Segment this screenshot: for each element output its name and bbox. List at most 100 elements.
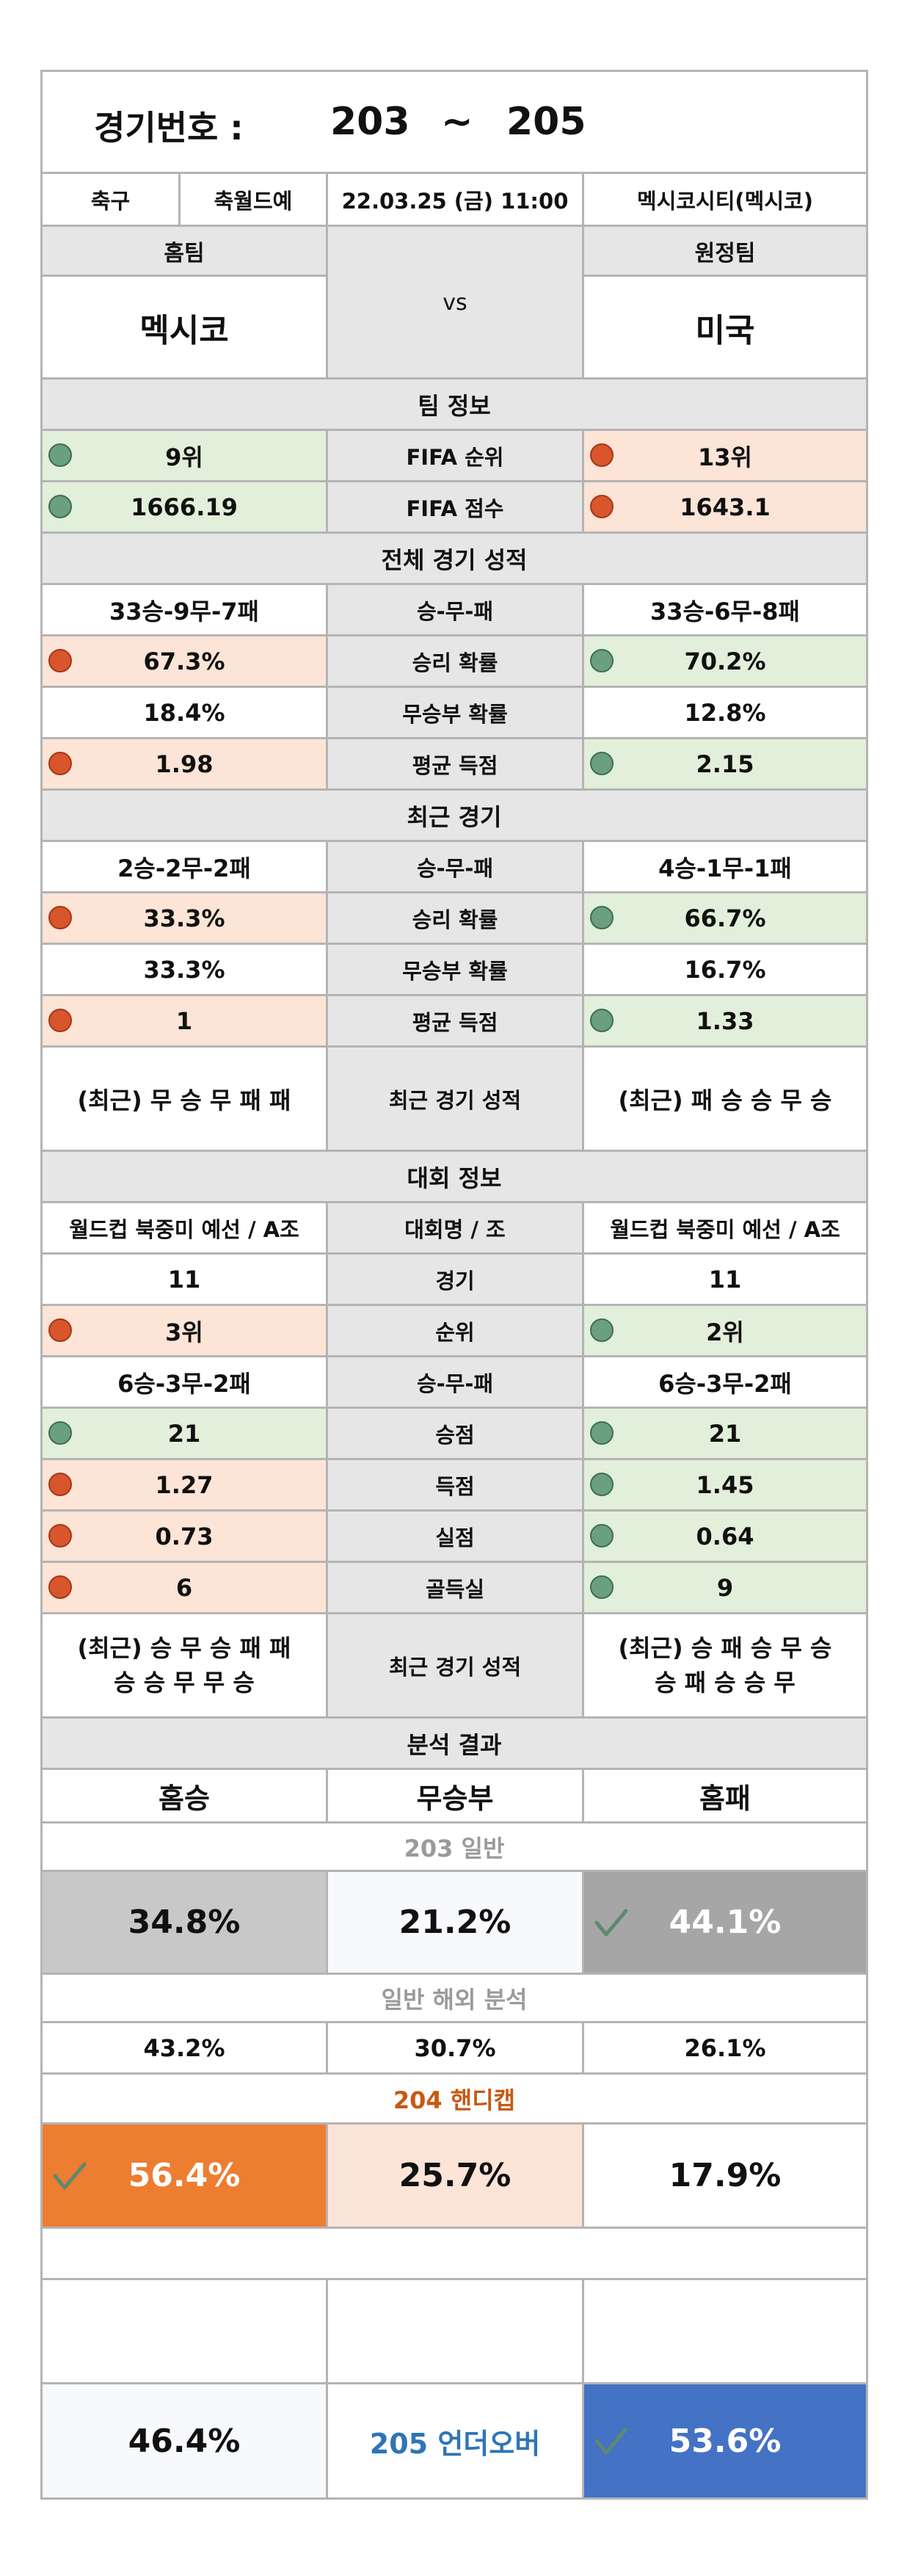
home-value: 11 [43, 1255, 328, 1304]
recent-draw-row: 33.3% 무승부 확률 16.7% [43, 945, 866, 996]
row-label: 득점 [328, 1460, 584, 1509]
away-value: 13위 [698, 443, 752, 471]
good-indicator-icon [48, 1421, 72, 1445]
away-team-name: 미국 [695, 311, 755, 349]
away-team-label: 원정팀 [584, 227, 866, 277]
row-label: 순위 [328, 1306, 584, 1355]
good-indicator-icon [590, 1318, 614, 1342]
good-indicator-icon [590, 1472, 614, 1496]
match-number-from: 203 [330, 100, 410, 144]
general-row: 34.8% 21.2% 44.1% [43, 1872, 866, 1975]
empty-cell [43, 2280, 328, 2382]
away-value: 2.15 [696, 750, 754, 778]
home-value: 3위 [165, 1318, 203, 1346]
tournament-played-row: 11 경기 11 [43, 1255, 866, 1306]
bad-indicator-icon [48, 1318, 72, 1342]
section-tournament: 대회 정보 [43, 1152, 866, 1203]
home-value: 6승-3무-2패 [43, 1357, 328, 1407]
away-value: 12.8% [684, 698, 766, 727]
away-form-line2: 승 패 승 승 무 [655, 1668, 796, 1697]
empty-row [43, 2280, 866, 2384]
home-value: 33.3% [143, 904, 225, 932]
col-home-win: 홈승 [43, 1770, 328, 1821]
row-label: 승점 [328, 1409, 584, 1458]
row-label: 최근 경기 성적 [328, 1614, 584, 1716]
fifa-rank-row: 9위 FIFA 순위 13위 [43, 431, 866, 482]
bad-indicator-icon [590, 494, 614, 518]
away-value: 6승-3무-2패 [658, 1369, 792, 1398]
row-label: 경기 [328, 1255, 584, 1304]
good-indicator-icon [590, 751, 614, 775]
row-label: 최근 경기 성적 [328, 1048, 584, 1150]
tournament-rank-row: 3위 순위 2위 [43, 1306, 866, 1357]
bad-indicator-icon [48, 751, 72, 775]
away-value: 16.7% [684, 955, 766, 984]
fifa-points-row: 1666.19 FIFA 점수 1643.1 [43, 482, 866, 534]
check-icon [594, 2427, 628, 2455]
away-value: 66.7% [684, 904, 766, 932]
home-value: 33.3% [43, 945, 328, 994]
home-value: 1.98 [155, 750, 214, 778]
good-indicator-icon [590, 1421, 614, 1445]
home-value: 1.27 [155, 1470, 214, 1499]
vs-label: vs [328, 227, 584, 377]
row-label: 실점 [328, 1512, 584, 1561]
overseas-home: 43.2% [43, 2023, 328, 2072]
good-indicator-icon [48, 494, 72, 518]
bad-indicator-icon [48, 1575, 72, 1599]
tournament-record-row: 6승-3무-2패 승-무-패 6승-3무-2패 [43, 1357, 866, 1409]
away-value: 9 [716, 1573, 734, 1602]
section-title: 전체 경기 성적 [381, 545, 528, 574]
home-value: 1 [175, 1006, 193, 1035]
tournament-diff-row: 6 골득실 9 [43, 1563, 866, 1614]
row-label: FIFA 순위 [328, 431, 584, 480]
recent-form-row: (최근) 무 승 무 패 패 최근 경기 성적 (최근) 패 승 승 무 승 [43, 1048, 866, 1152]
empty-cell [328, 2280, 584, 2382]
col-draw: 무승부 [328, 1770, 584, 1821]
overseas-away: 26.1% [684, 2033, 766, 2062]
away-form: (최근) 패 승 승 무 승 [618, 1086, 832, 1114]
empty-cell [584, 2280, 866, 2382]
bad-indicator-icon [48, 648, 72, 672]
away-value: 1643.1 [680, 493, 771, 521]
row-label: 무승부 확률 [328, 688, 584, 737]
row-label: 승-무-패 [328, 842, 584, 891]
empty-cell [43, 2229, 866, 2278]
tournament-form-row: (최근) 승 무 승 패 패 승 승 무 무 승 최근 경기 성적 (최근) 승… [43, 1614, 866, 1719]
home-value: 33승-9무-7패 [43, 585, 328, 634]
analysis-columns-row: 홈승 무승부 홈패 [43, 1770, 866, 1824]
row-label: 무승부 확률 [328, 945, 584, 994]
over-value: 53.6% [669, 2422, 782, 2460]
section-title: 팀 정보 [418, 391, 491, 420]
overseas-row: 43.2% 30.7% 26.1% [43, 2023, 866, 2075]
match-number-tilde: ~ [441, 100, 473, 144]
good-indicator-icon [48, 443, 72, 467]
tournament-name-row: 월드컵 북중미 예선 / A조 대회명 / 조 월드컵 북중미 예선 / A조 [43, 1203, 866, 1255]
section-overall: 전체 경기 성적 [43, 534, 866, 585]
recent-record-row: 2승-2무-2패 승-무-패 4승-1무-1패 [43, 842, 866, 893]
row-label: 승-무-패 [328, 585, 584, 634]
general-away: 44.1% [669, 1904, 782, 1941]
general-home: 34.8% [43, 1872, 328, 1973]
venue: 멕시코시티(멕시코) [637, 188, 813, 214]
general-label: 203 일반 [404, 1834, 505, 1862]
overseas-label-row: 일반 해외 분석 [43, 1975, 866, 2023]
handicap-label-row: 204 핸디캡 [43, 2075, 866, 2125]
home-value: 0.73 [155, 1522, 214, 1550]
section-title: 대회 정보 [407, 1164, 502, 1192]
handicap-home: 56.4% [128, 2157, 241, 2194]
check-icon [53, 2162, 87, 2189]
match-number-to: 205 [506, 100, 586, 144]
match-info-row: 축구 축월드예 22.03.25 (금) 11:00 멕시코시티(멕시코) [43, 174, 866, 227]
match-datetime: 22.03.25 (금) 11:00 [328, 174, 584, 225]
row-label: FIFA 점수 [328, 482, 584, 531]
away-value: 33승-6무-8패 [650, 597, 800, 625]
match-number-header: 경기번호 : 203 ~ 205 [43, 72, 866, 174]
teams-block: 홈팀 멕시코 vs 원정팀 미국 [43, 227, 866, 380]
general-draw: 21.2% [328, 1872, 584, 1973]
bad-indicator-icon [48, 1523, 72, 1548]
recent-win-row: 33.3% 승리 확률 66.7% [43, 893, 866, 945]
good-indicator-icon [590, 648, 614, 672]
section-analysis: 분석 결과 [43, 1719, 866, 1770]
row-label: 승-무-패 [328, 1357, 584, 1407]
